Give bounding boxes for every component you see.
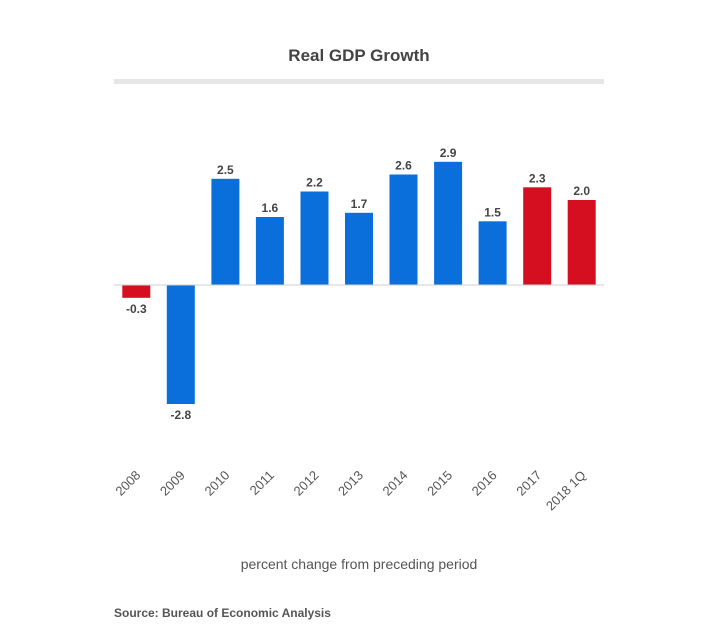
x-tick-label: 2015: [424, 468, 455, 499]
bar-2011: [255, 217, 284, 285]
x-tick-label: 2009: [157, 468, 188, 499]
x-tick-label: 2014: [380, 468, 411, 499]
value-label: 1.7: [351, 197, 368, 211]
bars-layer: [122, 161, 596, 404]
value-label: 1.5: [484, 205, 501, 219]
chart-title: Real GDP Growth: [288, 46, 430, 65]
value-label: 2.2: [306, 176, 323, 190]
value-label: -0.3: [126, 302, 147, 316]
bar-2018-1q: [567, 200, 596, 285]
value-label: -2.8: [170, 408, 191, 422]
value-labels-layer: -0.3 -2.8 2.5 1.6 2.2 1.7 2.6 2.9 1.5 2.3 2.0: [126, 146, 590, 422]
value-label: 1.6: [262, 201, 279, 215]
x-tick-label: 2018 1Q: [543, 468, 589, 514]
value-label: 2.0: [573, 184, 590, 198]
value-label: 2.9: [440, 146, 457, 160]
x-tick-label: 2016: [469, 468, 500, 499]
x-tick-label: 2010: [201, 468, 232, 499]
x-tick-label: 2017: [513, 468, 544, 499]
x-tick-labels-layer: 2008 2009 2010 2011 2012 2013 2014 2015 2016 2017…: [112, 468, 588, 514]
bar-2016: [478, 221, 507, 286]
bar-2017: [523, 187, 552, 285]
source-note: Source: Bureau of Economic Analysis: [114, 606, 331, 620]
value-label: 2.3: [529, 171, 546, 185]
x-tick-label: 2012: [291, 468, 322, 499]
bar-2010: [211, 178, 240, 286]
x-tick-label: 2008: [112, 468, 143, 499]
bar-2009: [166, 285, 195, 404]
bar-2015: [434, 161, 463, 286]
value-label: 2.6: [395, 159, 412, 173]
x-tick-label: 2011: [247, 468, 277, 498]
bar-2012: [300, 191, 329, 285]
bar-2014: [389, 174, 418, 285]
bar-2008: [122, 285, 151, 298]
bar-2013: [345, 212, 373, 286]
x-tick-label: 2013: [335, 468, 366, 499]
title-divider: [114, 79, 604, 84]
x-axis-label: percent change from preceding period: [240, 556, 478, 572]
value-label: 2.5: [217, 163, 234, 177]
